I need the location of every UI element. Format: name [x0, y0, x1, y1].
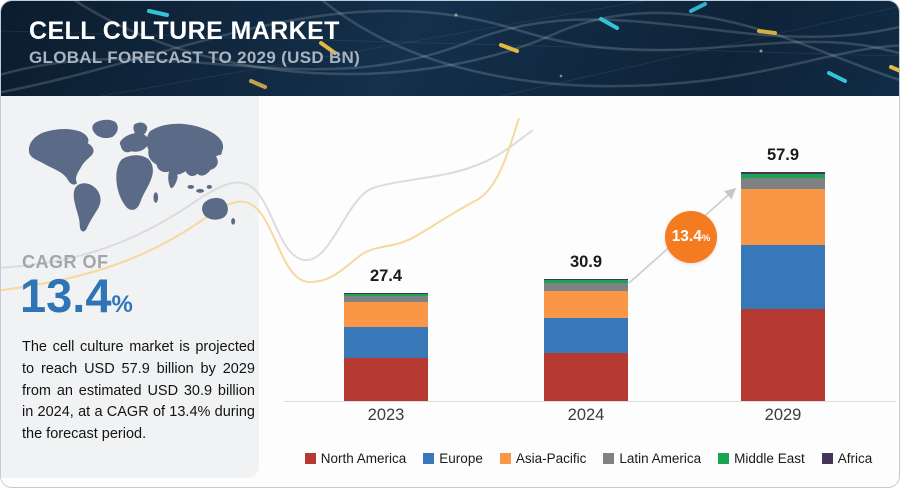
- legend-label: Africa: [837, 451, 873, 466]
- legend-swatch: [821, 453, 833, 464]
- page-subtitle: GLOBAL FORECAST TO 2029 (USD BN): [29, 47, 361, 67]
- bar-segment-north-america: [344, 358, 428, 401]
- legend-label: Asia-Pacific: [515, 451, 587, 466]
- market-description: The cell culture market is projected to …: [22, 339, 255, 442]
- bar-segment-middle-east: [544, 280, 628, 283]
- bar-segment-latin-america: [544, 282, 628, 291]
- legend-swatch: [499, 453, 511, 464]
- x-axis-label-2023: 2023: [367, 406, 405, 424]
- bar-segment-asia-pacific: [741, 188, 825, 246]
- header-network-decoration: [1, 1, 899, 96]
- page-title: CELL CULTURE MARKET: [29, 17, 340, 45]
- bar-total-label: 27.4: [369, 266, 403, 285]
- bar-segment-north-america: [741, 308, 825, 401]
- bar-segment-europe: [741, 245, 825, 309]
- content-area: CAGR OF 13.4% The cell culture market is…: [1, 96, 899, 487]
- legend-item-africa: Africa: [821, 451, 873, 466]
- bar-2023: 27.4: [344, 267, 428, 401]
- legend-label: Middle East: [734, 451, 805, 466]
- legend-item-middle-east: Middle East: [718, 451, 805, 466]
- cagr-badge-percent-sign: %: [701, 233, 711, 244]
- bar-segment-africa: [344, 292, 428, 295]
- x-axis-label-2029: 2029: [764, 406, 802, 424]
- bar-segment-africa: [741, 172, 825, 174]
- legend-label: North America: [320, 451, 407, 466]
- header-banner: CELL CULTURE MARKET GLOBAL FORECAST TO 2…: [1, 1, 899, 96]
- bar-segment-north-america: [544, 352, 628, 401]
- legend-item-asia-pacific: Asia-Pacific: [499, 451, 587, 466]
- legend-item-europe: Europe: [423, 451, 483, 466]
- bar-segment-asia-pacific: [344, 302, 428, 327]
- bar-segment-latin-america: [344, 296, 428, 303]
- legend-swatch: [603, 453, 615, 464]
- cagr-value: 13.4%: [20, 268, 133, 323]
- bar-segment-latin-america: [741, 178, 825, 189]
- cagr-badge-value: 13.4: [671, 228, 702, 245]
- bar-segment-middle-east: [344, 294, 428, 297]
- bar-segment-europe: [544, 318, 628, 353]
- legend-item-north-america: North America: [304, 451, 407, 466]
- legend-label: Europe: [439, 451, 483, 466]
- bar-segment-africa: [544, 278, 628, 281]
- cagr-badge: 13.4%: [665, 211, 717, 263]
- cagr-number: 13.4: [20, 269, 112, 322]
- x-axis-label-2024: 2024: [567, 406, 605, 424]
- bar-total-label: 57.9: [766, 146, 800, 165]
- bar-segment-europe: [344, 326, 428, 359]
- bar-total-label: 30.9: [569, 252, 603, 271]
- x-axis-line: [284, 401, 896, 402]
- legend-swatch: [423, 453, 435, 464]
- legend-swatch: [304, 453, 316, 464]
- bar-segment-asia-pacific: [544, 290, 628, 319]
- cagr-percent-sign: %: [111, 291, 133, 318]
- bar-2029: 57.9: [741, 146, 825, 401]
- legend-label: Latin America: [619, 451, 702, 466]
- bar-segment-middle-east: [741, 173, 825, 179]
- bar-2024: 30.9: [544, 253, 628, 401]
- legend-swatch: [718, 453, 730, 464]
- world-map: [28, 119, 236, 232]
- chart-legend: North America Europe Asia-Pacific Latin Ame…: [281, 451, 896, 466]
- legend-item-latin-america: Latin America: [603, 451, 701, 466]
